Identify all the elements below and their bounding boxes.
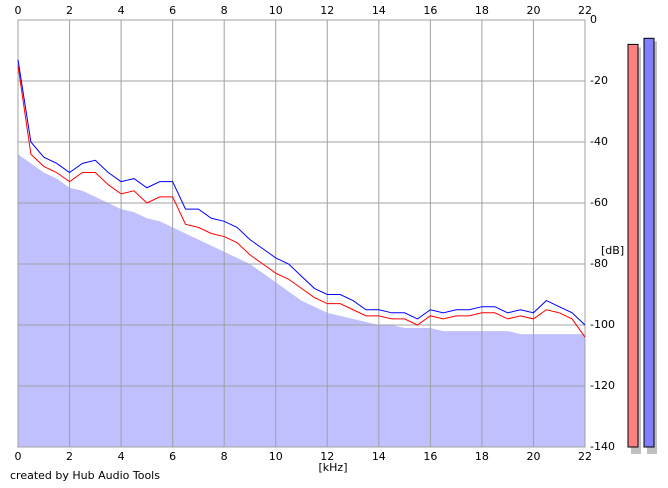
x-tick-label: 4 (118, 450, 125, 463)
x-tick-label: 22 (578, 450, 592, 463)
spectrum-line (17, 65, 586, 338)
y-tick-label: -120 (590, 379, 615, 392)
x-tick-label: 14 (372, 4, 386, 17)
spectrum-area (18, 154, 585, 447)
y-tick-label: -20 (590, 74, 608, 87)
y-tick-label: -80 (590, 257, 608, 270)
y-tick-label: -100 (590, 318, 615, 331)
x-tick-label: 22 (578, 4, 592, 17)
x-tick-label: 20 (526, 450, 540, 463)
x-tick-label: 12 (320, 450, 334, 463)
x-tick-label: 4 (118, 4, 125, 17)
x-tick-label: 14 (372, 450, 386, 463)
y-tick-label: -60 (590, 196, 608, 209)
x-tick-label: 6 (169, 450, 176, 463)
x-tick-label: 16 (423, 450, 437, 463)
y-tick-label: -40 (590, 135, 608, 148)
level-meter (643, 37, 655, 448)
level-meter (627, 43, 639, 448)
y-axis-label: [dB] (601, 244, 624, 257)
x-tick-label: 0 (15, 4, 22, 17)
x-tick-label: 12 (320, 4, 334, 17)
x-tick-label: 0 (15, 450, 22, 463)
x-tick-label: 18 (475, 450, 489, 463)
x-tick-label: 2 (66, 4, 73, 17)
y-tick-label: 0 (590, 13, 597, 26)
x-axis-label: [kHz] (319, 461, 348, 474)
x-tick-label: 20 (526, 4, 540, 17)
spectrum-line (17, 59, 586, 326)
x-tick-label: 8 (221, 4, 228, 17)
x-tick-label: 2 (66, 450, 73, 463)
x-tick-label: 16 (423, 4, 437, 17)
x-tick-label: 8 (221, 450, 228, 463)
x-tick-label: 10 (269, 450, 283, 463)
x-tick-label: 6 (169, 4, 176, 17)
credit: created by Hub Audio Tools (10, 469, 160, 482)
x-tick-label: 10 (269, 4, 283, 17)
y-tick-label: -140 (590, 440, 615, 453)
x-tick-label: 18 (475, 4, 489, 17)
